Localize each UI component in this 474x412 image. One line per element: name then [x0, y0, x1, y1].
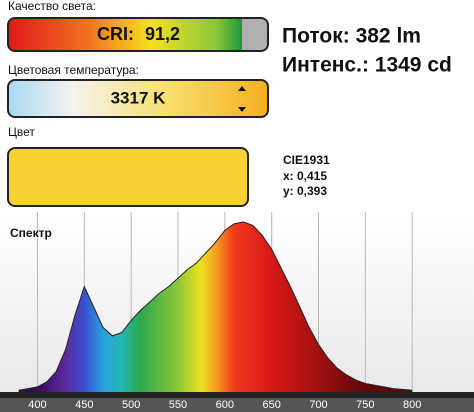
x-tick-label: 500 — [122, 399, 140, 411]
chart-title: Спектр — [10, 226, 52, 240]
baseline-band — [0, 392, 474, 398]
spectrum-chart — [0, 212, 474, 398]
cct-value: 3317 K — [111, 88, 167, 107]
x-tick-label: 750 — [356, 399, 374, 411]
flux: Поток: 382 lm — [282, 25, 421, 48]
cri-label: CRI: — [97, 24, 134, 44]
spectrum-area — [18, 222, 413, 392]
x-tick-label: 450 — [75, 399, 93, 411]
cri-value: 91,2 — [145, 24, 180, 44]
cie-title: CIE1931 — [283, 153, 330, 167]
cct-selector[interactable] — [7, 79, 269, 118]
x-axis: 400 450 500 550 600 650 700 750 800 — [28, 399, 421, 411]
cri-bar — [7, 17, 269, 52]
color-caption: Цвет — [8, 125, 35, 139]
intensity: Интенс.: 1349 cd — [282, 54, 452, 77]
x-tick-label: 400 — [28, 399, 46, 411]
x-tick-label: 700 — [309, 399, 327, 411]
x-tick-label: 650 — [262, 399, 280, 411]
x-tick-label: 600 — [216, 399, 234, 411]
cie-x: x: 0,415 — [283, 169, 327, 183]
cri-caption: Качество света: — [8, 0, 96, 13]
x-tick-label: 800 — [403, 399, 421, 411]
spectrum-line — [18, 221, 413, 391]
cie-y: y: 0,393 — [283, 184, 327, 198]
x-axis-bar — [0, 398, 474, 412]
cct-caption: Цветовая температура: — [8, 63, 139, 77]
x-tick-label: 550 — [169, 399, 187, 411]
color-swatch — [7, 147, 249, 207]
